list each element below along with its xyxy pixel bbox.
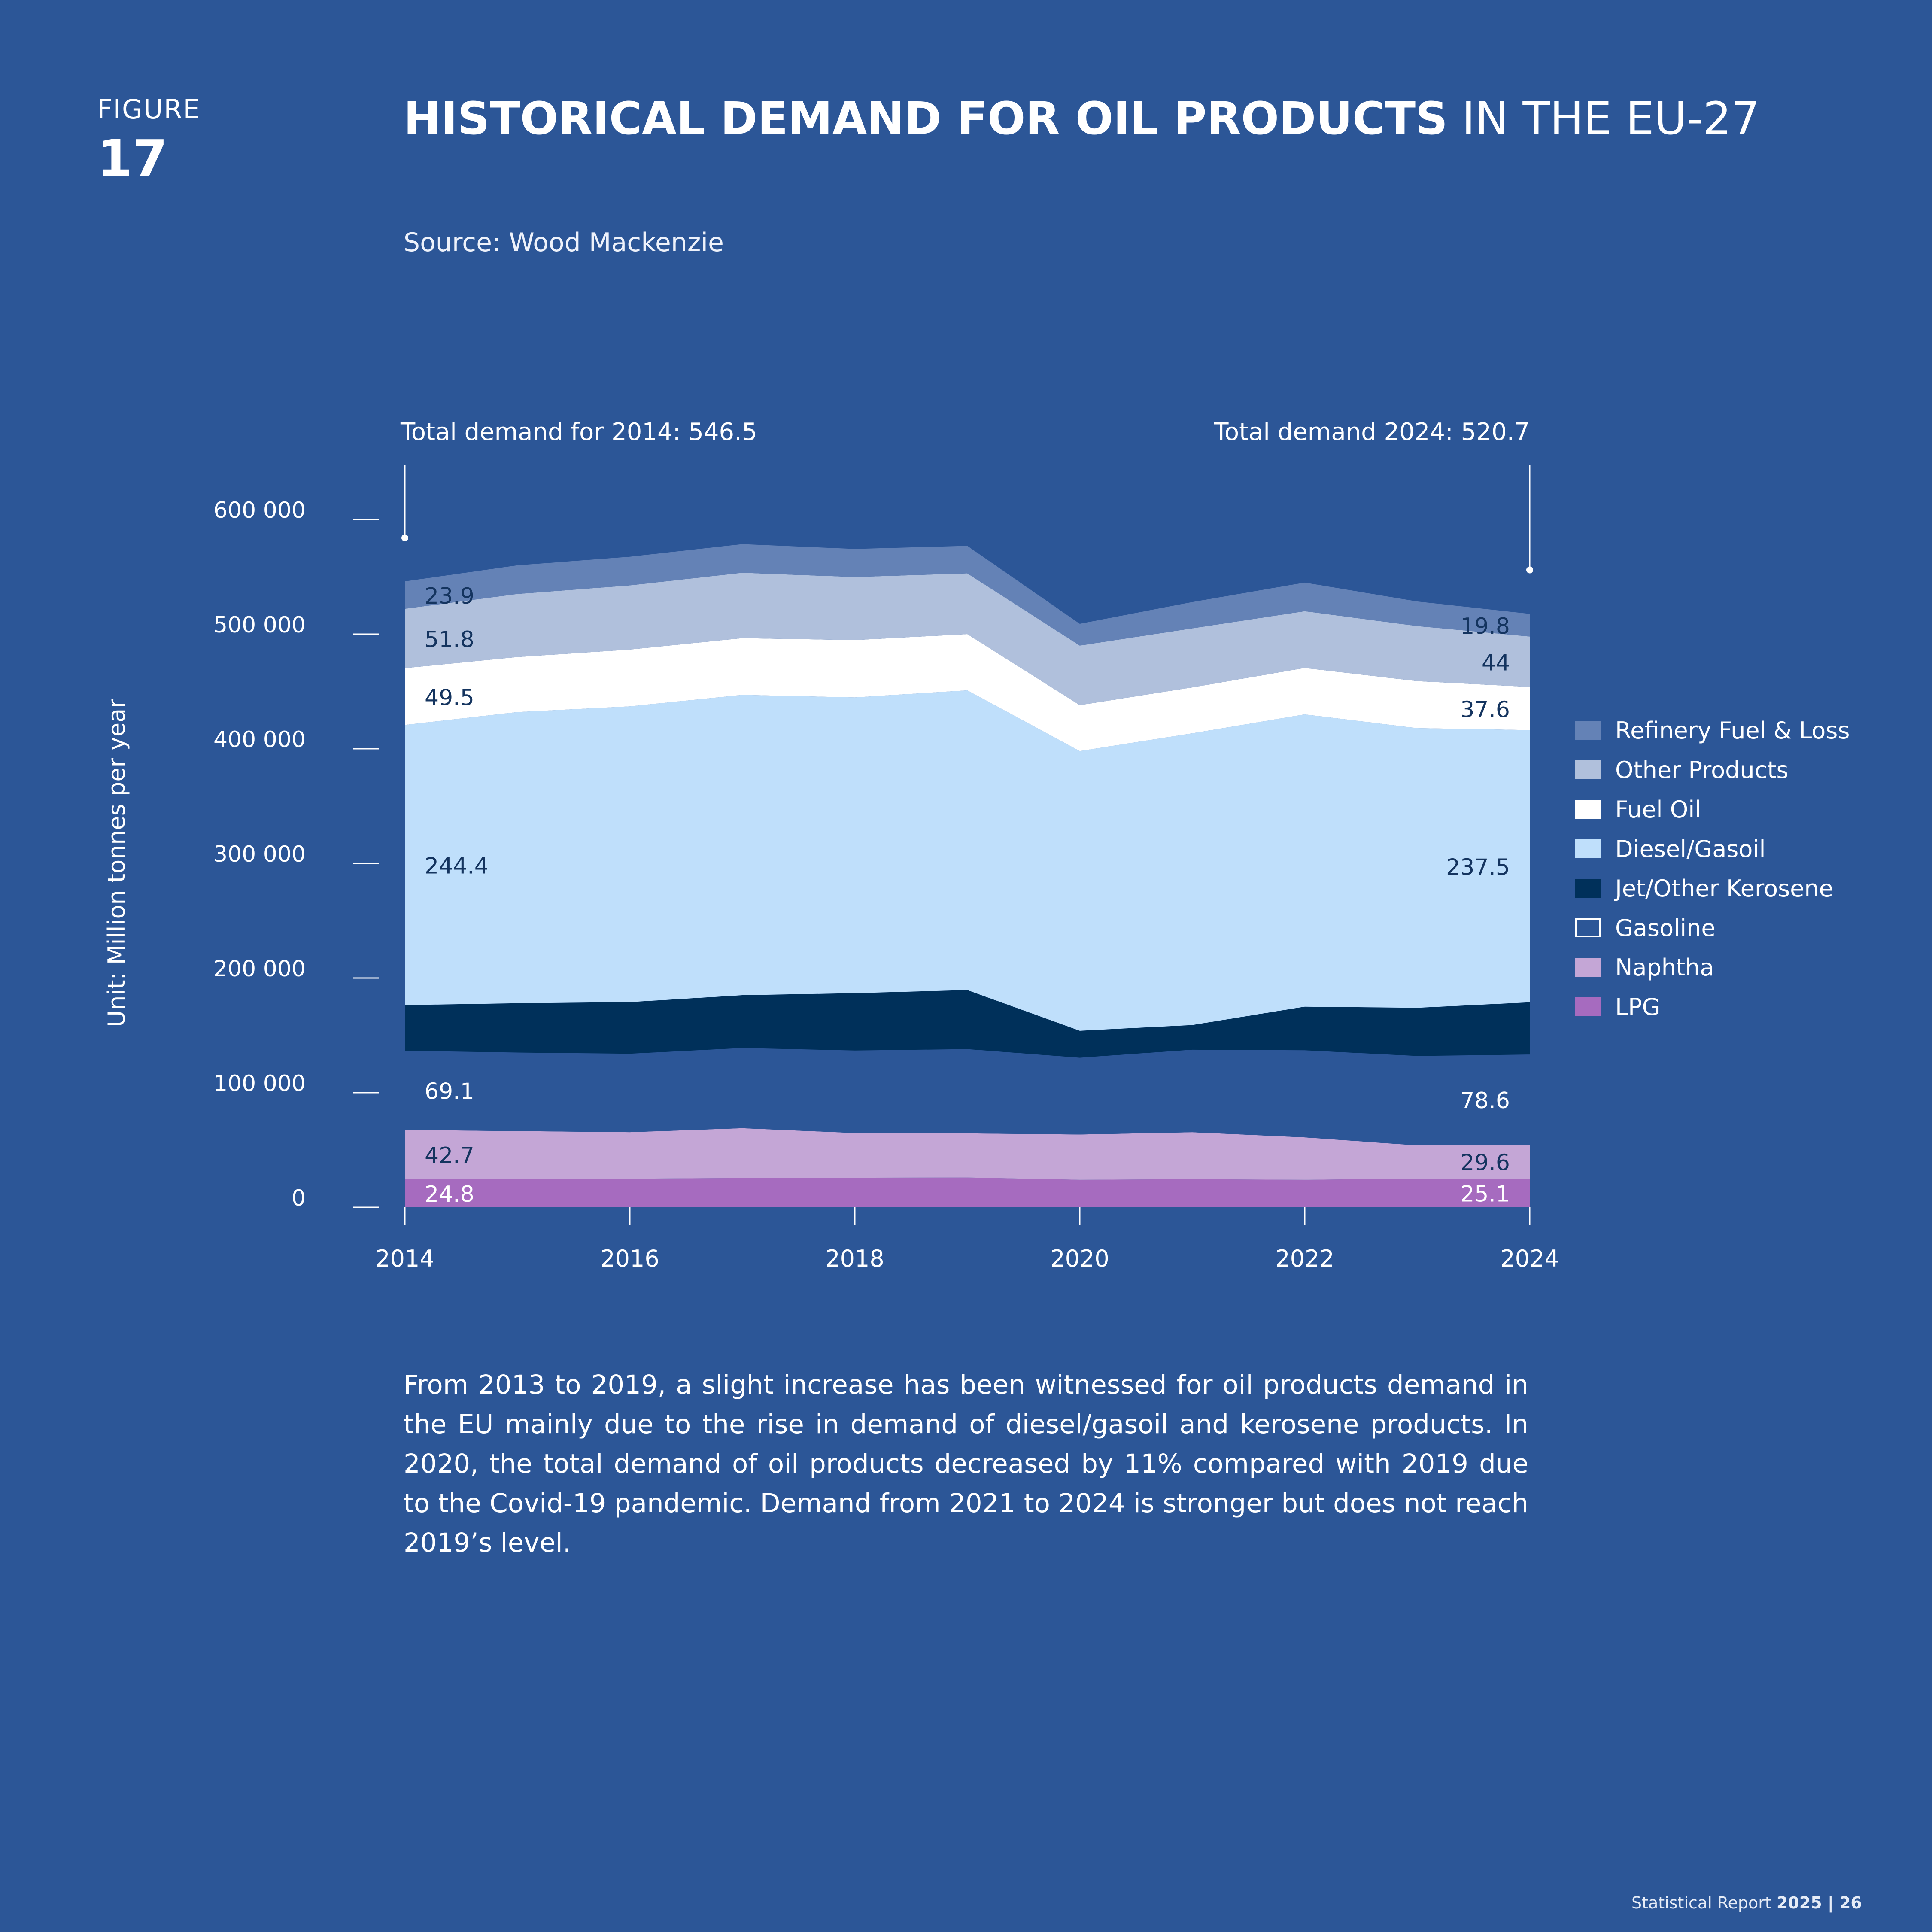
chart-annotations: Total demand for 2014: 546.5 Total demand… [400, 418, 1533, 574]
data-label-diesel-gasoil-2014: 244.4 [425, 854, 489, 879]
data-label-naphtha-2024: 29.6 [1460, 1150, 1510, 1176]
y-tick-label: 300 000 [213, 841, 306, 867]
y-tick-label: 600 000 [213, 498, 306, 523]
legend-label: Other Products [1615, 756, 1789, 784]
legend-item-gasoline: Gasoline [1575, 908, 1850, 948]
footer-text: Statistical Report [1631, 1893, 1777, 1912]
legend-swatch [1575, 958, 1601, 977]
chart-areas [405, 544, 1530, 1207]
stacked-area-chart: 0 100 000 200 000 300 000 400 000 500 000 600 … [103, 418, 1559, 1272]
legend-item-jet-other-kerosene: Jet/Other Kerosene [1575, 869, 1850, 908]
y-tick-label: 400 000 [213, 727, 306, 753]
x-tick-label: 2020 [1050, 1245, 1109, 1272]
data-label-diesel-gasoil-2024: 237.5 [1446, 855, 1510, 881]
legend-label: Diesel/Gasoil [1615, 835, 1766, 863]
data-label-lpg-2024: 25.1 [1460, 1181, 1510, 1207]
data-label-other-products-2024: 44 [1482, 650, 1510, 676]
annotation-dot-2024 [1526, 566, 1533, 574]
legend-label: Fuel Oil [1615, 796, 1701, 823]
y-tick-label: 100 000 [213, 1071, 306, 1097]
annotation-total-2014: Total demand for 2014: 546.5 [400, 418, 757, 446]
legend-label: Jet/Other Kerosene [1615, 875, 1833, 902]
area-refinery-fuel-loss [405, 544, 1530, 646]
y-tick-label: 500 000 [213, 612, 306, 638]
figure-number: 17 [97, 129, 168, 188]
data-label-fuel-oil-2024: 37.6 [1460, 697, 1510, 723]
legend-label: LPG [1615, 993, 1660, 1021]
annotation-dot-2014 [401, 534, 408, 541]
area-gasoline [405, 1048, 1530, 1145]
footer-year: 2025 [1776, 1893, 1822, 1912]
area-lpg [405, 1177, 1530, 1207]
figure-label: FIGURE [97, 94, 201, 125]
data-label-lpg-2014: 24.8 [425, 1182, 474, 1207]
y-axis-label: Unit: Million tonnes per year [103, 699, 130, 1027]
data-label-refinery-fuel-loss-2024: 19.8 [1460, 614, 1510, 639]
footer-page: | 26 [1822, 1893, 1862, 1912]
legend-item-fuel-oil: Fuel Oil [1575, 790, 1850, 829]
data-label-refinery-fuel-loss-2014: 23.9 [425, 583, 474, 609]
legend-swatch [1575, 918, 1601, 937]
legend-swatch [1575, 760, 1601, 779]
legend-item-naphtha: Naphtha [1575, 948, 1850, 987]
y-tick-label: 0 [292, 1185, 306, 1211]
area-fuel-oil [405, 634, 1530, 751]
legend-label: Gasoline [1615, 914, 1716, 942]
description-text: From 2013 to 2019, a slight increase has… [404, 1370, 1528, 1558]
legend-swatch [1575, 800, 1601, 819]
legend-item-other-products: Other Products [1575, 750, 1850, 790]
x-tick-label: 2016 [600, 1245, 659, 1272]
data-label-other-products-2014: 51.8 [425, 627, 474, 653]
legend-swatch [1575, 879, 1601, 898]
data-label-gasoline-2014: 69.1 [425, 1079, 474, 1105]
legend-item-diesel-gasoil: Diesel/Gasoil [1575, 829, 1850, 869]
chart-axes: 0 100 000 200 000 300 000 400 000 500 000 600 … [103, 498, 1559, 1272]
area-jet-other-kerosene [405, 990, 1530, 1058]
x-tick-label: 2024 [1500, 1245, 1559, 1272]
area-naphtha [405, 1128, 1530, 1180]
annotation-total-2024: Total demand 2024: 520.7 [1213, 418, 1530, 446]
area-other-products [405, 573, 1530, 705]
legend-label: Naphtha [1615, 954, 1714, 981]
legend-swatch [1575, 839, 1601, 858]
data-label-naphtha-2014: 42.7 [425, 1143, 474, 1169]
title-regular: IN THE EU-27 [1447, 92, 1760, 145]
x-tick-label: 2018 [825, 1245, 884, 1272]
y-tick-label: 200 000 [213, 956, 306, 982]
title-bold: HISTORICAL DEMAND FOR OIL PRODUCTS [404, 92, 1448, 145]
page-title: HISTORICAL DEMAND FOR OIL PRODUCTS IN TH… [404, 92, 1760, 145]
chart-data-labels: 23.9 51.8 49.5 244.4 69.1 42.7 24.8 19.8 44 37.6 2… [425, 583, 1510, 1207]
x-tick-label: 2014 [375, 1245, 434, 1272]
legend-swatch [1575, 997, 1601, 1016]
legend-label: Refinery Fuel & Loss [1615, 717, 1850, 744]
legend-item-refinery-fuel-loss: Refinery Fuel & Loss [1575, 711, 1850, 750]
legend-item-lpg: LPG [1575, 987, 1850, 1027]
source-note: Source: Wood Mackenzie [404, 228, 724, 258]
data-label-gasoline-2024: 78.6 [1460, 1088, 1510, 1114]
x-tick-label: 2022 [1275, 1245, 1334, 1272]
area-diesel-gasoil [405, 690, 1530, 1031]
chart-legend: Refinery Fuel & Loss Other Products Fuel O… [1575, 711, 1850, 1027]
data-label-fuel-oil-2014: 49.5 [425, 685, 474, 711]
legend-swatch [1575, 721, 1601, 740]
page-footer: Statistical Report 2025 | 26 [1631, 1893, 1862, 1912]
